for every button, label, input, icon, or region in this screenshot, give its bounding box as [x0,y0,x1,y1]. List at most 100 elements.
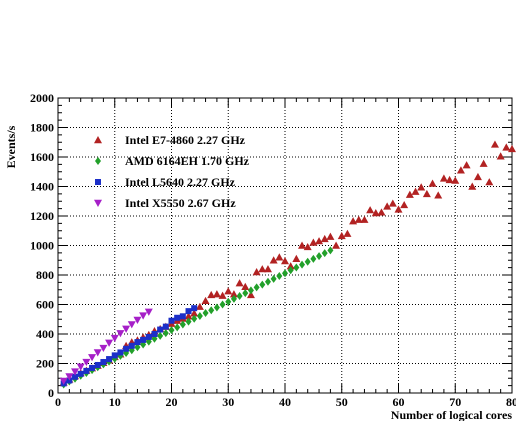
data-point [326,232,335,240]
data-point [219,300,226,309]
data-point [128,342,135,349]
data-point [394,205,403,213]
data-point [191,305,198,312]
data-point [72,373,79,380]
y-tick-label: 1800 [30,121,54,135]
y-tick-label: 1600 [30,150,54,164]
data-point [139,312,148,320]
data-point [315,237,324,245]
y-tick-label: 1000 [30,239,54,253]
data-point [354,215,363,223]
data-point [151,331,158,337]
grid [58,98,512,393]
data-point [93,349,102,357]
data-point [490,140,499,148]
data-point [276,272,283,281]
y-axis-title: Events/s [4,125,18,168]
data-point [405,190,414,198]
legend-label: Intel E7-4860 2.27 GHz [125,133,246,147]
data-point [144,308,153,316]
data-point [485,178,494,186]
y-tick-label: 1200 [30,209,54,223]
data-point [252,268,261,276]
data-point [229,290,238,298]
data-point [456,166,465,174]
data-point [168,317,175,324]
data-point [411,187,420,195]
data-point [212,290,221,298]
data-point [316,252,323,261]
y-tick-label: 600 [36,298,54,312]
x-tick-label: 30 [222,395,234,409]
data-point [100,359,107,366]
data-point [76,363,85,371]
data-point [106,356,113,363]
data-point [383,202,392,210]
data-point [235,279,244,287]
x-tick-label: 40 [279,395,291,409]
data-point [179,313,186,320]
data-point [225,297,232,306]
data-point [65,373,74,381]
data-point [462,161,471,169]
data-point [185,308,192,315]
data-point [83,367,90,374]
data-point [258,265,267,273]
x-tick-label: 20 [166,395,178,409]
data-point [282,269,288,278]
data-point [116,330,125,338]
data-point [337,231,346,240]
data-point [327,246,334,255]
data-point [94,361,101,368]
data-point [88,354,97,362]
data-point [246,290,255,299]
data-point [275,253,284,261]
data-point [127,321,136,329]
x-tick-label: 60 [393,395,405,409]
data-point [321,249,328,258]
data-point [201,296,210,305]
data-point [89,364,96,371]
data-point [140,336,147,343]
data-point [439,174,448,182]
data-point [371,209,380,217]
data-point [77,370,84,377]
x-tick-label: 10 [109,395,121,409]
series-3 [60,305,198,387]
legend-label: AMD 6164EH 1.70 GHz [125,154,250,168]
data-point [174,314,181,321]
data-point [218,291,227,299]
data-point [191,314,198,323]
data-point [242,289,249,298]
x-tick-label: 0 [55,395,61,409]
data-point [479,159,488,167]
legend-label: Intel L5640 2.27 GHz [125,175,236,189]
data-point [292,254,301,262]
data-point [134,343,141,352]
data-point [310,254,317,263]
data-point [185,317,192,326]
data-point [332,241,341,249]
data-point [360,215,369,223]
data-point [122,325,131,333]
data-point [157,331,164,340]
data-point [208,306,215,315]
x-axis-title: Number of logical cores [391,408,513,421]
data-point [111,352,118,359]
data-point [434,191,443,199]
data-point [253,283,260,292]
data-point [82,358,91,367]
x-tick-label: 70 [449,395,461,409]
data-point [309,238,318,246]
data-point [168,326,175,335]
data-point [388,199,397,207]
axes: 0 10 20 30 40 50 60 70 8002004006008001000120014… [30,91,516,409]
legend-marker [95,179,101,185]
data-point [196,312,203,321]
data-point [105,339,114,347]
data-point [400,200,409,209]
y-tick-label: 2000 [30,91,54,105]
data-point [230,294,237,303]
data-point [179,320,186,329]
